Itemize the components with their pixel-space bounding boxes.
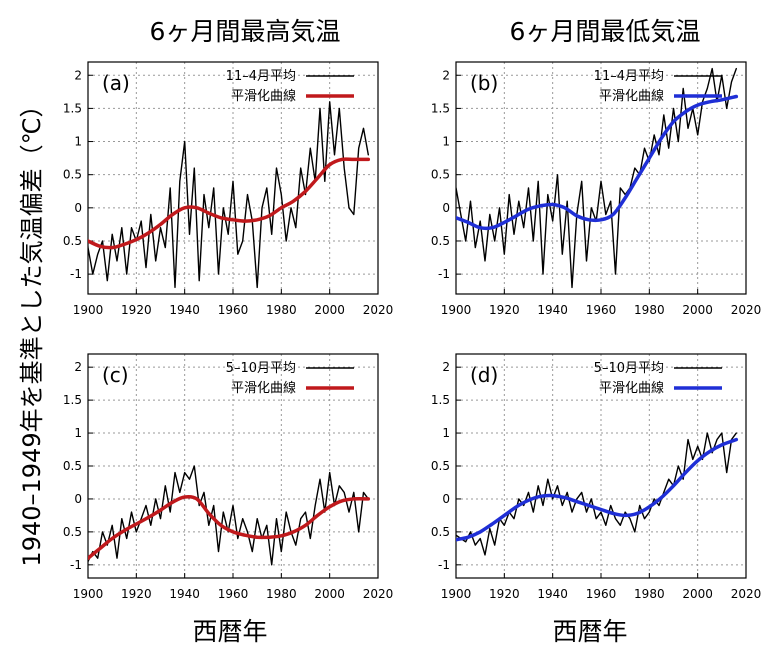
x-tick-label: 2000 (314, 303, 345, 317)
panel-label: (c) (102, 363, 129, 387)
y-tick-label: 0.5 (63, 525, 82, 539)
x-tick-label: 1940 (169, 303, 200, 317)
y-tick-label: 0 (74, 201, 82, 215)
raw-data-line (456, 432, 737, 556)
panel-label: (b) (470, 71, 498, 95)
legend-label: 11–4月平均 (594, 69, 664, 84)
legend-label: 11–4月平均 (226, 69, 296, 84)
y-tick-label: 0.5 (63, 234, 82, 248)
x-tick-label: 2000 (314, 587, 345, 601)
raw-data-line (88, 101, 369, 289)
panel-label: (a) (102, 71, 130, 95)
x-tick-label: 1980 (634, 587, 665, 601)
legend-label: 平滑化曲線 (231, 88, 296, 104)
y-tick-label: -1 (70, 558, 82, 572)
title-max-temp: 6ヶ月間最高気温 (149, 17, 341, 46)
y-tick-label: 0 (442, 201, 450, 215)
y-tick-label: 0.5 (63, 168, 82, 182)
chart-panel-3: 1900 1920 1940 1960 1980 2000 2020 -1 0.5 0 0.5 1 1.… (63, 353, 394, 601)
y-tick-label: 2 (74, 68, 82, 82)
y-tick-label: -1 (438, 267, 450, 281)
plot-area (456, 432, 739, 556)
y-tick-label: 0.5 (431, 525, 450, 539)
x-tick-label: 2020 (731, 303, 762, 317)
x-tick-label: 2020 (731, 587, 762, 601)
plot-area (88, 465, 371, 566)
y-tick-label: 1 (442, 426, 450, 440)
chart-panel-1: 1900 1920 1940 1960 1980 2000 2020 -1 0.5 0 0.5 1 1.… (63, 61, 394, 317)
y-tick-label: -1 (70, 267, 82, 281)
y-tick-label: 0.5 (63, 459, 82, 473)
x-tick-label: 1960 (218, 303, 249, 317)
y-tick-label: 1.5 (63, 393, 82, 407)
raw-data-line (456, 67, 737, 289)
title-min-temp: 6ヶ月間最低気温 (509, 17, 701, 46)
x-tick-label: 1940 (537, 303, 568, 317)
x-tick-label: 2000 (682, 303, 713, 317)
x-tick-label: 1920 (489, 303, 520, 317)
legend-label: 平滑化曲線 (599, 380, 664, 396)
x-tick-label: 1980 (266, 587, 297, 601)
smooth-curve-line (456, 437, 739, 542)
y-tick-label: -1 (438, 558, 450, 572)
y-tick-label: 0.5 (431, 459, 450, 473)
x-tick-label: 1940 (169, 587, 200, 601)
x-tick-label: 1900 (73, 587, 104, 601)
x-tick-label: 1920 (121, 587, 152, 601)
y-tick-label: 1 (74, 426, 82, 440)
smooth-curve-line (88, 157, 371, 250)
x-tick-label: 1920 (489, 587, 520, 601)
plot-area (456, 67, 739, 289)
x-tick-label: 1980 (266, 303, 297, 317)
x-tick-label: 1960 (586, 303, 617, 317)
x-tick-label: 1900 (441, 303, 472, 317)
y-tick-label: 0 (442, 492, 450, 506)
legend-label: 5–10月平均 (226, 361, 296, 376)
x-axis-label-right: 西暦年 (552, 617, 628, 646)
chart-panel-2: 1900 1920 1940 1960 1980 2000 2020 -1 0.5 0 0.5 1 1.… (431, 61, 762, 317)
y-tick-label: 2 (442, 68, 450, 82)
x-tick-label: 1980 (634, 303, 665, 317)
legend-label: 5–10月平均 (594, 361, 664, 376)
y-tick-label: 1.5 (63, 101, 82, 115)
plot-area (88, 101, 371, 289)
y-tick-label: 2 (442, 360, 450, 374)
x-tick-label: 1960 (218, 587, 249, 601)
smooth-curve-line (88, 494, 371, 560)
x-tick-label: 1900 (441, 587, 472, 601)
y-tick-label: 1.5 (431, 393, 450, 407)
y-tick-label: 0 (74, 492, 82, 506)
legend-label: 平滑化曲線 (599, 88, 664, 104)
x-tick-label: 2020 (363, 303, 394, 317)
y-tick-label: 1.5 (431, 101, 450, 115)
y-tick-label: 2 (74, 360, 82, 374)
raw-data-line (88, 465, 369, 566)
y-tick-label: 0.5 (431, 168, 450, 182)
smooth-curve-line (456, 94, 739, 231)
x-axis-label-left: 西暦年 (192, 617, 268, 646)
panel-label: (d) (470, 363, 498, 387)
y-tick-label: 1 (74, 135, 82, 149)
y-tick-label: 0.5 (431, 234, 450, 248)
x-tick-label: 1960 (586, 587, 617, 601)
x-tick-label: 2000 (682, 587, 713, 601)
y-tick-label: 1 (442, 135, 450, 149)
chart-panel-4: 1900 1920 1940 1960 1980 2000 2020 -1 0.5 0 0.5 1 1.… (431, 353, 762, 601)
legend-label: 平滑化曲線 (231, 380, 296, 396)
x-tick-label: 1920 (121, 303, 152, 317)
x-tick-label: 1900 (73, 303, 104, 317)
x-tick-label: 2020 (363, 587, 394, 601)
x-tick-label: 1940 (537, 587, 568, 601)
